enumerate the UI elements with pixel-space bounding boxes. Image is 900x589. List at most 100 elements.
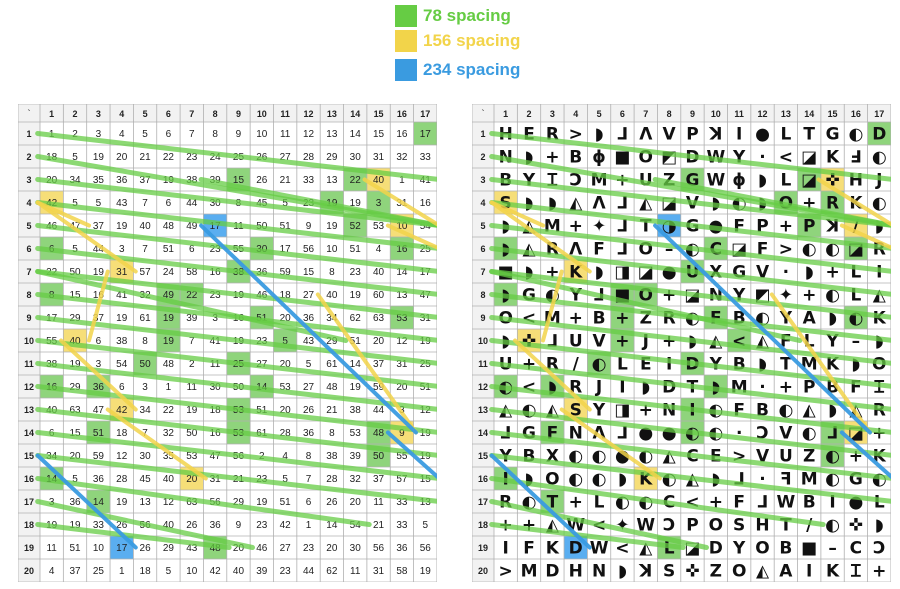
number-grid-cell: 55 — [396, 451, 408, 462]
glyph-grid-row-header: 20 — [478, 566, 488, 576]
number-grid-cell: 51 — [350, 244, 362, 255]
glyph-grid-spacing-line-blue — [653, 223, 872, 435]
number-grid-cell: 31 — [396, 359, 408, 370]
number-grid-cell: 51 — [280, 497, 292, 508]
glyph-grid-spacing-line-green — [489, 429, 891, 481]
glyph-grid-cell: G — [522, 423, 536, 443]
number-grid-cell: 53 — [186, 451, 198, 462]
number-grid-row-header: 10 — [24, 336, 34, 346]
glyph-grid-row-header: 3 — [480, 175, 485, 185]
glyph-grid-row-header: 9 — [480, 313, 485, 323]
glyph-grid-spacing-line-blue — [839, 430, 891, 480]
number-grid-cell: 48 — [163, 359, 175, 370]
number-grid-cell: 50 — [373, 451, 385, 462]
number-grid-cell: 21 — [326, 405, 338, 416]
number-grid-cell: 19 — [350, 198, 362, 209]
number-grid-cell: 58 — [186, 267, 198, 278]
number-grid-spacing-line-green — [35, 383, 437, 435]
number-grid-cell: 9 — [399, 428, 405, 439]
glyph-grid-cell: K — [826, 148, 840, 168]
number-grid-cell: 7 — [189, 129, 195, 140]
number-grid-cell: 19 — [69, 520, 81, 531]
glyph-grid-row-header: 15 — [478, 451, 488, 461]
glyph-grid-cell: ◗ — [548, 194, 557, 214]
number-grid-cell: 32 — [396, 152, 408, 163]
glyph-grid-cell: ◗ — [828, 400, 837, 420]
glyph-grid-cell: V — [663, 125, 677, 145]
legend: 78 spacing 156 spacing 234 spacing — [395, 2, 595, 82]
number-grid-cell: 1 — [119, 566, 125, 577]
number-grid-col-header: 12 — [304, 109, 314, 119]
number-grid-cell: 19 — [69, 359, 81, 370]
glyph-grid-col-header: 12 — [758, 109, 768, 119]
glyph-grid-cell: ◭ — [569, 194, 583, 214]
glyph-grid-cell: J — [642, 331, 649, 351]
number-grid-cell: 37 — [373, 474, 385, 485]
glyph-grid-spacing-line-green — [489, 475, 826, 527]
number-grid-cell: 19 — [93, 152, 105, 163]
glyph-grid-cell: ◗ — [525, 194, 534, 214]
glyph-grid-highlight-green — [820, 191, 845, 215]
glyph-grid-cell: ⅃ — [827, 423, 838, 443]
number-grid-cell: 57 — [396, 474, 408, 485]
number-grid-cell: 22 — [163, 152, 175, 163]
number-grid-cell: 27 — [280, 152, 292, 163]
glyph-grid-spacing-line-yellow — [816, 177, 891, 227]
glyph-grid-cell: + — [779, 217, 793, 237]
number-grid-cell: 28 — [326, 474, 338, 485]
number-grid-cell: 51 — [93, 428, 105, 439]
number-grid-cell: 16 — [420, 198, 432, 209]
number-grid-cell: 18 — [116, 428, 128, 439]
number-grid-cell: 42 — [280, 520, 292, 531]
glyph-grid-cell: ◭ — [756, 561, 770, 581]
number-grid-cell: 22 — [186, 290, 198, 301]
number-grid-spacing-line-green — [35, 292, 437, 343]
glyph-grid-cell: · — [783, 263, 789, 283]
number-grid-row-header: 17 — [24, 497, 34, 507]
number-grid-cell: 17 — [116, 543, 128, 554]
glyph-grid-cell: H — [755, 515, 769, 535]
number-grid-cell: 14 — [350, 129, 362, 140]
number-grid-cell: 24 — [163, 267, 175, 278]
number-grid-cell: 7 — [142, 198, 148, 209]
number-grid-cell: 29 — [69, 313, 81, 324]
glyph-grid-cell: S — [663, 561, 675, 581]
glyph-grid-cell: F — [523, 538, 535, 558]
glyph-grid-cell: ◪ — [801, 171, 817, 191]
number-grid-spacing-line-green — [35, 521, 232, 550]
number-grid-spacing-line-yellow — [35, 200, 92, 228]
number-grid-col-header: 9 — [236, 109, 241, 119]
glyph-grid-col-header: 5 — [597, 109, 602, 119]
glyph-grid-cell: ◐ — [848, 125, 863, 145]
glyph-grid-cell: ◐ — [825, 446, 840, 466]
glyph-grid-spacing-line-green — [489, 383, 891, 435]
number-grid-spacing-line-green — [35, 452, 437, 504]
glyph-grid-cell: Y — [779, 309, 793, 329]
number-grid-spacing-line-green — [35, 200, 437, 251]
number-grid-spacing-line-green — [35, 269, 349, 343]
glyph-grid-col-header: 10 — [711, 109, 721, 119]
glyph-grid-cell: ◗ — [641, 377, 650, 397]
glyph-grid-cell: ✦ — [592, 217, 606, 237]
number-grid-spacing-line-blue — [35, 453, 138, 550]
glyph-grid-col-header: 8 — [667, 109, 672, 119]
number-grid-cell: 25 — [420, 244, 432, 255]
number-grid-cell: 20 — [280, 405, 292, 416]
number-grid-col-header: 14 — [350, 109, 360, 119]
glyph-grid-cell: ⅃ — [617, 240, 628, 260]
number-grid-cell: 6 — [166, 129, 172, 140]
glyph-grid-cell: I — [829, 492, 835, 512]
number-grid-row-header: 1 — [26, 129, 31, 139]
glyph-grid-cell: H — [569, 561, 583, 581]
number-grid-cell: 19 — [420, 428, 432, 439]
number-grid-cell: 48 — [326, 382, 338, 393]
number-grid-highlight-green — [413, 122, 437, 146]
number-grid-cell: 54 — [420, 221, 432, 232]
glyph-grid-cell: Λ — [569, 240, 583, 260]
glyph-grid-cell: ◗ — [525, 263, 534, 283]
glyph-grid-cell: ◗ — [618, 469, 627, 489]
number-grid-cell: 43 — [186, 543, 198, 554]
number-grid-spacing-line-green — [35, 429, 437, 481]
number-grid-cell: 16 — [396, 244, 408, 255]
number-grid-cell: 26 — [256, 175, 268, 186]
